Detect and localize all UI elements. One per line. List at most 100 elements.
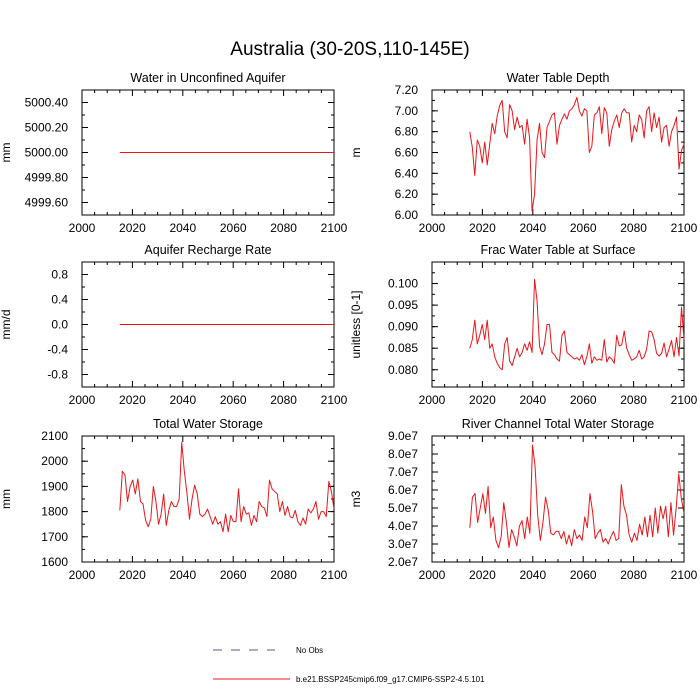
legend: No Obs b.e21.BSSP245cmip6.f09_g17.CMIP6-… bbox=[213, 646, 485, 684]
y-tick-label: 0.080 bbox=[388, 363, 418, 377]
panel-title: River Channel Total Water Storage bbox=[462, 417, 655, 431]
panel-title: Water Table Depth bbox=[507, 71, 610, 85]
x-tick-label: 2000 bbox=[419, 221, 446, 235]
y-tick-label: 0.095 bbox=[388, 298, 418, 312]
chart-panel-4: Frac Water Table at Surface unitless [0-1… bbox=[349, 243, 698, 407]
series-line bbox=[469, 444, 685, 549]
y-axis-label: m bbox=[349, 148, 363, 158]
y-tick-label: 0.8 bbox=[51, 268, 68, 282]
x-tick-label: 2080 bbox=[620, 393, 647, 407]
x-tick-label: 2020 bbox=[469, 221, 496, 235]
legend-model-label: b.e21.BSSP245cmip6.f09_g17.CMIP6-SSP2-4.… bbox=[296, 675, 485, 684]
x-tick-label: 2020 bbox=[469, 393, 496, 407]
y-tick-label: 1900 bbox=[41, 479, 68, 493]
y-tick-label: 0.090 bbox=[388, 320, 418, 334]
legend-obs-label: No Obs bbox=[296, 646, 323, 655]
x-tick-label: 2000 bbox=[69, 221, 96, 235]
x-tick-label: 2040 bbox=[519, 393, 546, 407]
plot-frame bbox=[431, 261, 685, 388]
x-tick-label: 2100 bbox=[671, 568, 698, 582]
y-tick-label: 7.0e7 bbox=[388, 465, 418, 479]
y-tick-label: 5000.20 bbox=[25, 121, 69, 135]
y-tick-label: 0.100 bbox=[388, 277, 418, 291]
chart-panel-1: Water in Unconfined Aquifer mm 2000 2020 204… bbox=[0, 71, 348, 235]
y-tick-label: 4.0e7 bbox=[388, 519, 418, 533]
x-tick-label: 2100 bbox=[321, 221, 348, 235]
y-tick-label: 4999.60 bbox=[25, 196, 69, 210]
series-line bbox=[469, 278, 685, 371]
y-tick-label: 2.0e7 bbox=[388, 555, 418, 569]
x-tick-label: 2060 bbox=[220, 568, 247, 582]
chart-panel-2: Water Table Depth m 2000 2020 2040 2060 2080 21… bbox=[349, 71, 698, 235]
chart-panels: Water in Unconfined Aquifer mm 2000 2020 204… bbox=[0, 71, 698, 582]
x-tick-label: 2000 bbox=[419, 568, 446, 582]
y-tick-label: 5000.40 bbox=[25, 96, 69, 110]
y-tick-label: 2100 bbox=[41, 429, 68, 443]
y-tick-label: -0.4 bbox=[47, 343, 68, 357]
x-tick-label: 2040 bbox=[519, 568, 546, 582]
y-axis-label: mm bbox=[0, 143, 13, 163]
x-tick-label: 2020 bbox=[469, 568, 496, 582]
x-tick-label: 2060 bbox=[220, 393, 247, 407]
x-tick-label: 2080 bbox=[270, 393, 297, 407]
y-tick-label: 4999.80 bbox=[25, 171, 69, 185]
y-axis-label: unitless [0-1] bbox=[349, 290, 363, 358]
series-line bbox=[119, 441, 335, 533]
x-tick-label: 2100 bbox=[671, 393, 698, 407]
x-tick-label: 2040 bbox=[169, 568, 196, 582]
y-tick-label: 0.4 bbox=[51, 293, 68, 307]
x-tick-label: 2040 bbox=[519, 221, 546, 235]
y-tick-label: 7.00 bbox=[395, 104, 419, 118]
y-tick-label: 6.40 bbox=[395, 166, 419, 180]
x-tick-label: 2060 bbox=[570, 221, 597, 235]
y-tick-label: 0.0 bbox=[51, 318, 68, 332]
x-tick-label: 2060 bbox=[220, 221, 247, 235]
chart-panel-5: Total Water Storage mm 2000 2020 2040 2060 208… bbox=[0, 417, 348, 582]
series-line bbox=[469, 96, 685, 212]
y-tick-label: 0.085 bbox=[388, 341, 418, 355]
y-tick-label: 6.20 bbox=[395, 187, 419, 201]
x-tick-label: 2000 bbox=[419, 393, 446, 407]
x-tick-label: 2000 bbox=[69, 393, 96, 407]
y-tick-label: 1800 bbox=[41, 505, 68, 519]
y-axis-label: mm/d bbox=[0, 310, 13, 340]
y-tick-label: -0.8 bbox=[47, 368, 68, 382]
x-tick-label: 2080 bbox=[620, 221, 647, 235]
y-tick-label: 2000 bbox=[41, 454, 68, 468]
y-tick-label: 6.80 bbox=[395, 125, 419, 139]
y-axis-label: m3 bbox=[349, 490, 363, 507]
y-tick-label: 6.60 bbox=[395, 146, 419, 160]
x-tick-label: 2040 bbox=[169, 393, 196, 407]
x-tick-label: 2100 bbox=[671, 221, 698, 235]
panel-title: Total Water Storage bbox=[153, 417, 263, 431]
page-title: Australia (30-20S,110-145E) bbox=[230, 39, 469, 60]
y-tick-label: 6.00 bbox=[395, 208, 419, 222]
x-tick-label: 2000 bbox=[69, 568, 96, 582]
x-tick-label: 2020 bbox=[119, 221, 146, 235]
y-tick-label: 5000.00 bbox=[25, 146, 69, 160]
y-tick-label: 8.0e7 bbox=[388, 447, 418, 461]
x-tick-label: 2080 bbox=[270, 221, 297, 235]
y-tick-label: 3.0e7 bbox=[388, 537, 418, 551]
y-tick-label: 1600 bbox=[41, 555, 68, 569]
x-tick-label: 2060 bbox=[570, 393, 597, 407]
panel-title: Water in Unconfined Aquifer bbox=[130, 71, 285, 85]
x-tick-label: 2040 bbox=[169, 221, 196, 235]
plot-frame bbox=[431, 435, 685, 563]
panel-title: Frac Water Table at Surface bbox=[481, 243, 636, 257]
x-tick-label: 2100 bbox=[321, 568, 348, 582]
y-tick-label: 6.0e7 bbox=[388, 483, 418, 497]
plot-frame bbox=[431, 89, 685, 216]
panel-title: Aquifer Recharge Rate bbox=[144, 243, 271, 257]
y-axis-label: mm bbox=[0, 489, 13, 509]
y-tick-label: 5.0e7 bbox=[388, 501, 418, 515]
x-tick-label: 2080 bbox=[620, 568, 647, 582]
plot-frame bbox=[81, 435, 335, 563]
y-tick-label: 7.20 bbox=[395, 83, 419, 97]
x-tick-label: 2020 bbox=[119, 393, 146, 407]
x-tick-label: 2060 bbox=[570, 568, 597, 582]
y-tick-label: 1700 bbox=[41, 530, 68, 544]
x-tick-label: 2020 bbox=[119, 568, 146, 582]
